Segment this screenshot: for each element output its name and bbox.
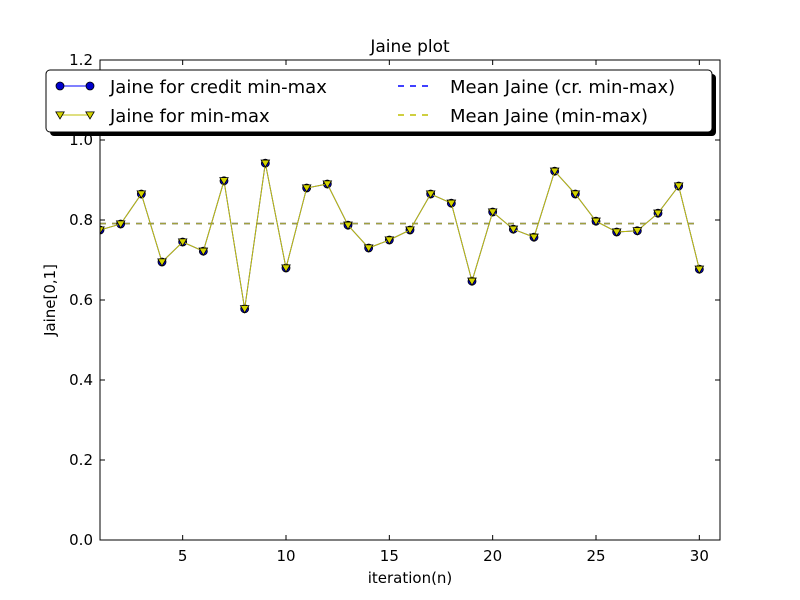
series-line [100, 163, 700, 309]
data-point [281, 264, 291, 273]
legend-entry: Jaine for min-max [55, 106, 270, 127]
data-point [529, 233, 539, 242]
data-point [591, 217, 601, 226]
data-point [673, 182, 684, 191]
data-point [136, 190, 147, 199]
data-point [219, 177, 229, 186]
x-tick-label: 15 [380, 547, 399, 565]
legend-label: Mean Jaine (cr. min-max) [450, 77, 675, 98]
data-point [384, 236, 395, 245]
x-axis-title: iteration(n) [368, 569, 453, 587]
legend-entry: Jaine for credit min-max [55, 77, 327, 98]
data-point [100, 226, 105, 235]
data-point [405, 226, 415, 235]
x-tick-label: 10 [276, 547, 295, 565]
data-point [446, 199, 457, 208]
x-tick-label: 30 [690, 547, 709, 565]
legend-marker [55, 111, 65, 120]
legend-label: Jaine for credit min-max [109, 77, 327, 98]
legend-box [45, 69, 713, 133]
legend-marker [85, 81, 95, 91]
y-tick-label: 0.4 [69, 371, 93, 389]
data-point [694, 265, 705, 274]
series-line [100, 163, 700, 309]
data-point [343, 221, 353, 230]
y-tick-label: 0.8 [69, 211, 93, 229]
y-tick-label: 1.2 [69, 51, 93, 69]
data-point [467, 277, 477, 286]
data-point [611, 228, 622, 237]
plot-area [100, 158, 705, 314]
data-point [157, 258, 167, 267]
y-tick-label: 0.6 [69, 291, 93, 309]
legend: Jaine for credit min-max Jaine for min-ma… [45, 69, 716, 136]
legend-label: Jaine for min-max [109, 106, 270, 127]
data-point [322, 180, 333, 189]
data-point [549, 167, 560, 176]
x-tick-label: 25 [586, 547, 605, 565]
data-point [260, 159, 271, 168]
data-point [198, 247, 209, 256]
data-point [425, 190, 436, 199]
data-point [177, 238, 188, 247]
legend-entry: Mean Jaine (min-max) [398, 106, 648, 127]
legend-marker [55, 81, 65, 91]
data-point [508, 225, 519, 234]
data-point [570, 190, 581, 199]
legend-label: Mean Jaine (min-max) [450, 106, 648, 127]
data-point [239, 305, 250, 314]
legend-entry: Mean Jaine (cr. min-max) [398, 77, 675, 98]
x-tick-label: 20 [483, 547, 502, 565]
data-point [301, 184, 312, 193]
y-tick-label: 0.0 [69, 531, 93, 549]
data-point [632, 227, 643, 236]
legend-marker [85, 111, 95, 120]
legend-entries: Jaine for credit min-max Jaine for min-ma… [55, 77, 675, 127]
chart-title: Jaine plot [369, 37, 450, 57]
x-tick-label: 5 [178, 547, 188, 565]
data-point [363, 244, 374, 253]
data-point [487, 208, 498, 217]
data-point [115, 220, 126, 229]
y-tick-label: 0.2 [69, 451, 93, 469]
data-point [653, 209, 663, 218]
y-axis-title: Jaine[0,1] [41, 264, 59, 337]
axis-ticks: 5 10 15 20 25 300.00.20.40.60.81.01.2 [69, 51, 720, 565]
